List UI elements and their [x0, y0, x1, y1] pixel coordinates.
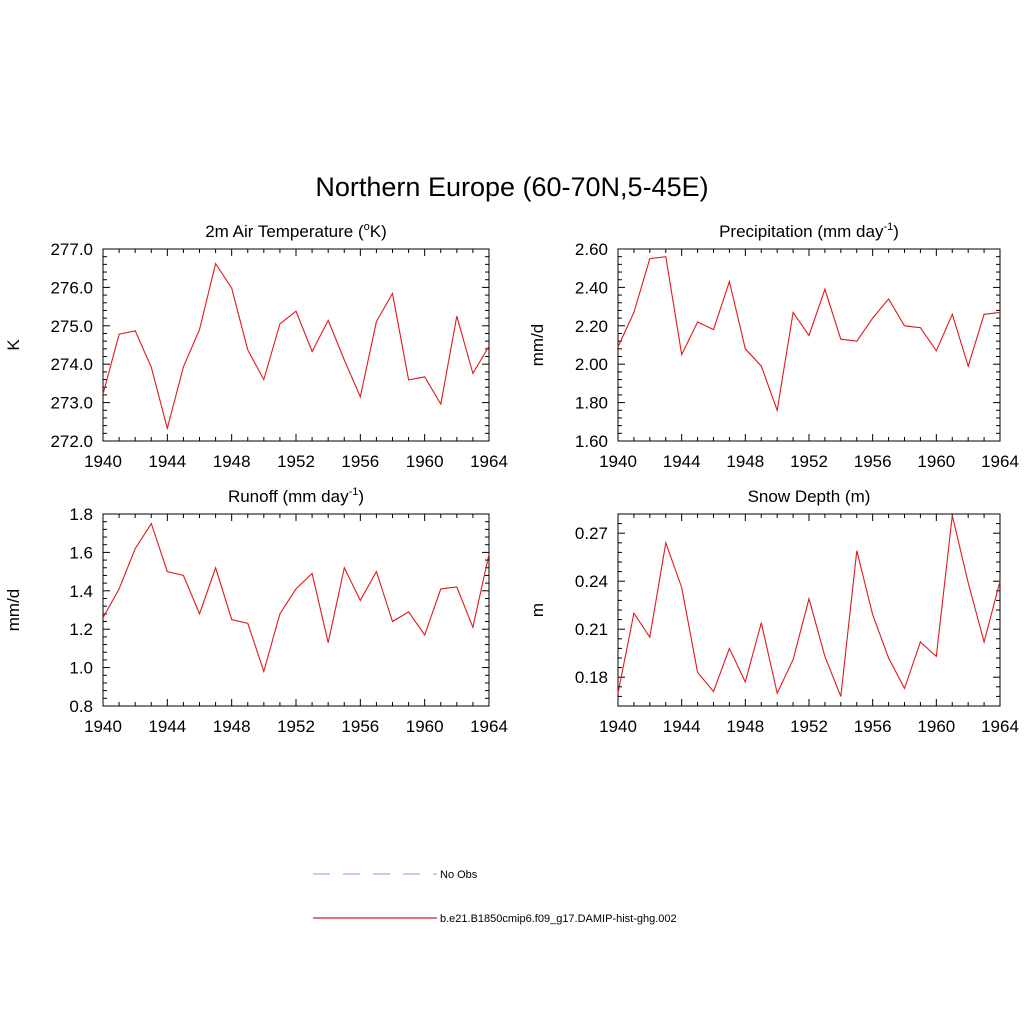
x-tick-label: 1940: [599, 717, 637, 736]
x-tick-label: 1964: [470, 717, 508, 736]
y-axis-label: m: [528, 603, 547, 617]
panel-title: 2m Air Temperature (oK): [205, 221, 387, 241]
x-tick-label: 1956: [854, 452, 892, 471]
panel-2: 1940 1944 1948 1952 1956 1960 1964 1.60 1.80 2.00…: [528, 221, 1019, 471]
x-tick-label: 1952: [277, 452, 315, 471]
x-tick-label: 1940: [599, 452, 637, 471]
x-tick-label: 1960: [917, 452, 955, 471]
x-tick-label: 1952: [790, 452, 828, 471]
x-tick-label: 1964: [981, 717, 1019, 736]
x-tick-label: 1948: [213, 452, 251, 471]
x-tick-label: 1956: [341, 717, 379, 736]
series-line: [102, 522, 490, 674]
y-tick-label: 1.6: [69, 543, 93, 562]
y-tick-label: 2.40: [575, 278, 608, 297]
panel-title: Runoff (mm day-1): [228, 486, 364, 506]
plot-frame: [102, 248, 490, 442]
y-tick-label: 272.0: [50, 432, 93, 451]
legend-label-1: No Obs: [440, 869, 478, 881]
y-tick-label: 0.24: [575, 572, 608, 591]
y-tick-label: 277.0: [50, 240, 93, 259]
figure-title: Northern Europe (60-70N,5-45E): [315, 172, 708, 202]
y-tick-label: 1.60: [575, 432, 608, 451]
y-tick-label: 0.18: [575, 668, 608, 687]
panel-3: 1940 1944 1948 1952 1956 1960 1964 0.8 1.0 1.2 1.4…: [4, 486, 508, 736]
x-tick-label: 1948: [726, 452, 764, 471]
y-tick-label: 1.2: [69, 620, 93, 639]
x-tick-label: 1964: [981, 452, 1019, 471]
x-tick-label: 1952: [790, 717, 828, 736]
x-tick-label: 1948: [213, 717, 251, 736]
x-tick-label: 1960: [917, 717, 955, 736]
series-line: [102, 262, 490, 431]
y-tick-label: 274.0: [50, 355, 93, 374]
y-tick-label: 1.8: [69, 505, 93, 524]
legend: No Obs b.e21.B1850cmip6.f09_g17.DAMIP-his…: [313, 869, 677, 925]
y-tick-label: 0.8: [69, 697, 93, 716]
panel-title: Precipitation (mm day-1): [719, 221, 899, 241]
x-tick-label: 1940: [84, 452, 122, 471]
y-tick-label: 0.27: [575, 524, 608, 543]
x-tick-label: 1956: [341, 452, 379, 471]
y-axis-label: mm/d: [528, 324, 547, 367]
y-tick-label: 275.0: [50, 317, 93, 336]
x-tick-label: 1960: [406, 452, 444, 471]
y-tick-label: 2.20: [575, 317, 608, 336]
plot-frame: [102, 513, 490, 707]
y-tick-label: 273.0: [50, 394, 93, 413]
x-tick-label: 1960: [406, 717, 444, 736]
y-tick-label: 2.60: [575, 240, 608, 259]
x-tick-label: 1948: [726, 717, 764, 736]
y-tick-label: 0.21: [575, 620, 608, 639]
x-tick-label: 1952: [277, 717, 315, 736]
series-line: [617, 256, 1001, 413]
series-line: [617, 515, 1001, 697]
x-tick-label: 1944: [663, 717, 701, 736]
legend-label-2: b.e21.B1850cmip6.f09_g17.DAMIP-hist-ghg.…: [440, 913, 677, 925]
x-tick-label: 1964: [470, 452, 508, 471]
y-axis-label: mm/d: [4, 589, 23, 632]
x-tick-label: 1944: [148, 717, 186, 736]
panel-4: 1940 1944 1948 1952 1956 1960 1964 0.18 0.21 0.24…: [528, 487, 1019, 736]
x-tick-label: 1944: [663, 452, 701, 471]
panels-group: 1940 1944 1948 1952 1956 1960 1964 272.0 273.0 27…: [4, 221, 1019, 736]
y-tick-label: 1.80: [575, 394, 608, 413]
y-axis-label: K: [4, 339, 23, 351]
x-tick-label: 1944: [148, 452, 186, 471]
panel-title: Snow Depth (m): [748, 487, 871, 506]
y-tick-label: 1.4: [69, 582, 93, 601]
panel-1: 1940 1944 1948 1952 1956 1960 1964 272.0 273.0 27…: [4, 221, 508, 471]
y-tick-label: 276.0: [50, 278, 93, 297]
plot-frame: [617, 248, 1001, 442]
x-tick-label: 1940: [84, 717, 122, 736]
y-tick-label: 2.00: [575, 355, 608, 374]
y-tick-label: 1.0: [69, 659, 93, 678]
x-tick-label: 1956: [854, 717, 892, 736]
plot-frame: [617, 513, 1001, 707]
